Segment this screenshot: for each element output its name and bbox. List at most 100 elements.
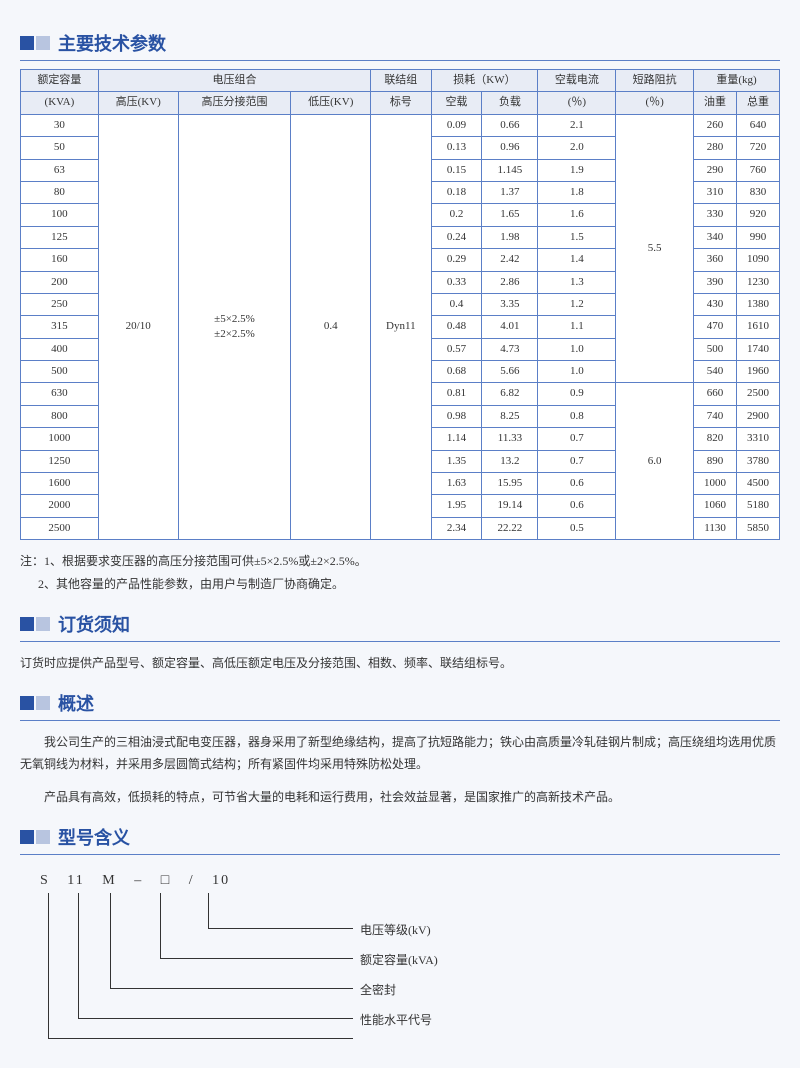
specs-table: 额定容量 电压组合 联结组 损耗（KW） 空载电流 短路阻抗 重量(kg) (K… — [20, 69, 780, 540]
model-code: S 11 M – □ / 10 — [40, 873, 242, 889]
order-text: 订货时应提供产品型号、额定容量、高低压额定电压及分接范围、相数、频率、联结组标号… — [20, 652, 780, 675]
table-cell: 5.5 — [616, 114, 694, 383]
table-cell: 1600 — [21, 473, 99, 495]
th-total: 总重 — [736, 92, 779, 114]
table-cell: 0.24 — [431, 226, 482, 248]
th-noload: 空载 — [431, 92, 482, 114]
th-capacity: 额定容量 — [21, 70, 99, 92]
table-notes: 注：1、根据要求变压器的高压分接范围可供±5×2.5%或±2×2.5%。 2、其… — [20, 550, 780, 596]
table-cell: 50 — [21, 137, 99, 159]
section-overview: 概述 — [20, 690, 780, 721]
th-noload-i: 空载电流 — [538, 70, 616, 92]
table-cell: 1.0 — [538, 338, 616, 360]
square-icon — [36, 830, 50, 844]
table-cell: 2.42 — [482, 249, 538, 271]
table-cell: 30 — [21, 114, 99, 136]
th-kva: (KVA) — [21, 92, 99, 114]
table-cell: 1.63 — [431, 473, 482, 495]
note-2: 2、其他容量的产品性能参数，由用户与制造厂协商确定。 — [38, 577, 344, 591]
diagram-line — [110, 988, 353, 989]
model-part: S — [40, 873, 50, 888]
diagram-line — [208, 928, 353, 929]
table-cell: 22.22 — [482, 517, 538, 539]
table-cell: 630 — [21, 383, 99, 405]
section-title: 主要技术参数 — [58, 30, 166, 56]
table-cell: 0.2 — [431, 204, 482, 226]
diagram-line — [48, 893, 49, 1038]
table-cell: 1.95 — [431, 495, 482, 517]
square-icon — [20, 617, 34, 631]
table-cell: 500 — [694, 338, 737, 360]
table-cell: 5180 — [736, 495, 779, 517]
model-label: 电压等级(kV) — [360, 921, 431, 938]
th-impedance: 短路阻抗 — [616, 70, 694, 92]
table-cell: 0.7 — [538, 428, 616, 450]
table-cell: 500 — [21, 361, 99, 383]
table-cell: 200 — [21, 271, 99, 293]
section-specs: 主要技术参数 — [20, 30, 780, 61]
table-cell: 0.5 — [538, 517, 616, 539]
square-icon — [20, 36, 34, 50]
table-cell: 280 — [694, 137, 737, 159]
table-cell: 2000 — [21, 495, 99, 517]
table-cell: 1060 — [694, 495, 737, 517]
diagram-line — [48, 1038, 353, 1039]
model-part: – — [134, 873, 143, 888]
table-cell: 0.57 — [431, 338, 482, 360]
table-cell: 13.2 — [482, 450, 538, 472]
table-cell: 20/10 — [98, 114, 178, 539]
table-cell: 0.7 — [538, 450, 616, 472]
table-cell: 920 — [736, 204, 779, 226]
table-cell: 0.15 — [431, 159, 482, 181]
table-cell: 830 — [736, 181, 779, 203]
diagram-line — [110, 893, 111, 988]
table-cell: 1.14 — [431, 428, 482, 450]
model-label: 额定容量(kVA) — [360, 951, 438, 968]
table-cell: 400 — [21, 338, 99, 360]
table-cell: 2.34 — [431, 517, 482, 539]
square-icon — [20, 830, 34, 844]
table-cell: 390 — [694, 271, 737, 293]
th-pct2: (％) — [616, 92, 694, 114]
table-cell: 740 — [694, 405, 737, 427]
table-cell: 6.82 — [482, 383, 538, 405]
table-cell: 0.6 — [538, 473, 616, 495]
table-cell: 6.0 — [616, 383, 694, 540]
table-cell: 1130 — [694, 517, 737, 539]
table-cell: 2.1 — [538, 114, 616, 136]
table-cell: 2.86 — [482, 271, 538, 293]
table-header-row: 额定容量 电压组合 联结组 损耗（KW） 空载电流 短路阻抗 重量(kg) — [21, 70, 780, 92]
table-cell: 1.5 — [538, 226, 616, 248]
table-cell: 1.6 — [538, 204, 616, 226]
square-icon — [20, 696, 34, 710]
table-cell: 8.25 — [482, 405, 538, 427]
model-part: □ — [161, 873, 171, 888]
table-cell: 0.33 — [431, 271, 482, 293]
table-cell: 1.4 — [538, 249, 616, 271]
th-hv: 高压(KV) — [98, 92, 178, 114]
square-icon — [36, 696, 50, 710]
section-model: 型号含义 — [20, 824, 780, 855]
table-cell: 260 — [694, 114, 737, 136]
table-cell: 15.95 — [482, 473, 538, 495]
table-cell: 11.33 — [482, 428, 538, 450]
th-weight: 重量(kg) — [694, 70, 780, 92]
table-cell: 1.35 — [431, 450, 482, 472]
table-cell: 0.81 — [431, 383, 482, 405]
table-cell: 760 — [736, 159, 779, 181]
table-cell: 990 — [736, 226, 779, 248]
note-prefix: 注： — [20, 554, 44, 568]
table-cell: 4.01 — [482, 316, 538, 338]
table-cell: 1.98 — [482, 226, 538, 248]
table-cell: 2500 — [736, 383, 779, 405]
table-cell: Dyn11 — [371, 114, 431, 539]
section-title: 型号含义 — [58, 824, 130, 850]
table-cell: 1960 — [736, 361, 779, 383]
table-cell: 1740 — [736, 338, 779, 360]
model-part: 11 — [67, 873, 84, 888]
table-cell: 1090 — [736, 249, 779, 271]
table-cell: 1.1 — [538, 316, 616, 338]
table-cell: 1.65 — [482, 204, 538, 226]
table-cell: 1.2 — [538, 293, 616, 315]
section-title: 概述 — [58, 690, 94, 716]
